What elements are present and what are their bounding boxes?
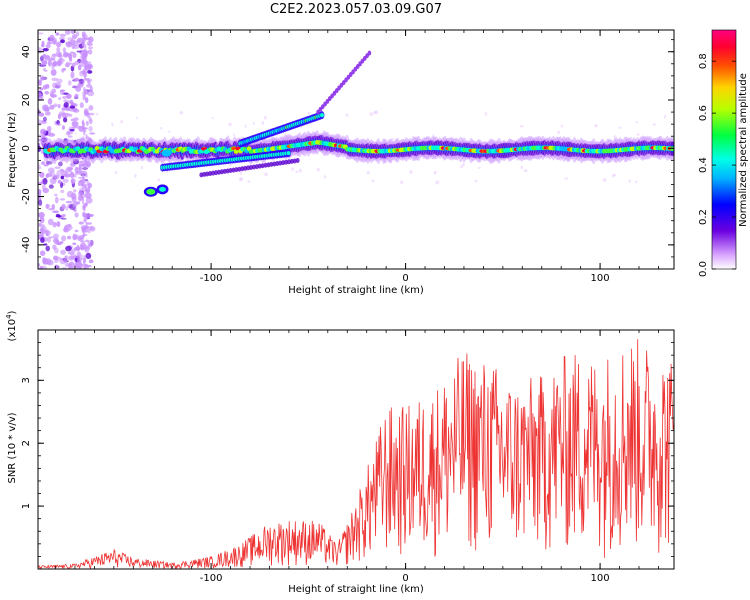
y-tick-label: 20 bbox=[21, 94, 32, 107]
spectrogram-panel: -100 0 100 -40 -20 0 20 40 Height of straight l… bbox=[7, 29, 675, 296]
y-tick-label: 2 bbox=[21, 440, 32, 446]
snr-series-line bbox=[38, 339, 674, 569]
snr-panel: -100 0 100 1 2 3 Height of straight line (km)… bbox=[5, 310, 675, 595]
bottom-plot-frame bbox=[37, 329, 675, 570]
colorbar-tick-label: 0.0 bbox=[698, 261, 709, 277]
x-tick-label: 100 bbox=[591, 573, 610, 584]
x-tick-label: 100 bbox=[591, 273, 610, 284]
top-x-axis-label: Height of straight line (km) bbox=[288, 285, 424, 296]
chart-title: C2E2.2023.057.03.09.G07 bbox=[269, 2, 443, 17]
y-tick-label: 1 bbox=[21, 503, 32, 509]
colorbar-tick-label: 0.4 bbox=[698, 157, 709, 173]
x-tick-label: -100 bbox=[200, 273, 223, 284]
x-tick-label: 0 bbox=[402, 573, 408, 584]
colorbar-tick-label: 0.8 bbox=[698, 53, 709, 69]
colorbar-tick-label: 0.6 bbox=[698, 105, 709, 121]
colorbar: 0.0 0.2 0.4 0.6 0.8 Normalized spectral ampl… bbox=[698, 29, 749, 277]
x-tick-label: -100 bbox=[200, 573, 223, 584]
x-tick-label: 0 bbox=[402, 273, 408, 284]
colorbar-label: Normalized spectral amplitude bbox=[738, 73, 749, 227]
colorbar-tick-label: 0.2 bbox=[698, 209, 709, 225]
bottom-y-axis-label: SNR (10 * v/v) bbox=[7, 412, 18, 483]
bottom-x-axis-label: Height of straight line (km) bbox=[288, 584, 424, 595]
top-y-axis-label: Frequency (Hz) bbox=[7, 112, 18, 188]
y-tick-label: 40 bbox=[21, 45, 32, 58]
spectrogram-heatmap bbox=[38, 30, 674, 269]
y-tick-label: 3 bbox=[21, 377, 32, 383]
y-tick-label: -40 bbox=[21, 237, 32, 253]
top-plot-frame bbox=[37, 29, 675, 270]
snr-multiplier-label: (x104) bbox=[5, 310, 18, 341]
y-tick-label: -20 bbox=[21, 188, 32, 204]
y-tick-label: 0 bbox=[21, 145, 32, 151]
colorbar-gradient bbox=[712, 30, 736, 269]
